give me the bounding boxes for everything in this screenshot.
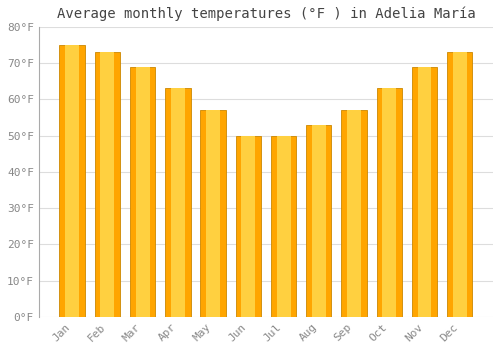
FancyBboxPatch shape [242,135,256,317]
FancyBboxPatch shape [65,45,79,317]
Bar [200,110,226,317]
FancyBboxPatch shape [100,52,114,317]
Bar [342,110,366,317]
FancyBboxPatch shape [347,110,361,317]
FancyBboxPatch shape [452,52,466,317]
FancyBboxPatch shape [276,135,290,317]
Bar [94,52,120,317]
FancyBboxPatch shape [382,89,396,317]
Bar [376,89,402,317]
FancyBboxPatch shape [171,89,185,317]
Title: Average monthly temperatures (°F ) in Adelia María: Average monthly temperatures (°F ) in Ad… [56,7,476,21]
Bar [447,52,472,317]
Bar [412,66,437,317]
FancyBboxPatch shape [136,66,149,317]
Bar [271,135,296,317]
FancyBboxPatch shape [312,125,326,317]
FancyBboxPatch shape [206,110,220,317]
Bar [236,135,261,317]
Bar [130,66,156,317]
Bar [60,45,85,317]
FancyBboxPatch shape [418,66,432,317]
Bar [306,125,332,317]
Bar [165,89,190,317]
